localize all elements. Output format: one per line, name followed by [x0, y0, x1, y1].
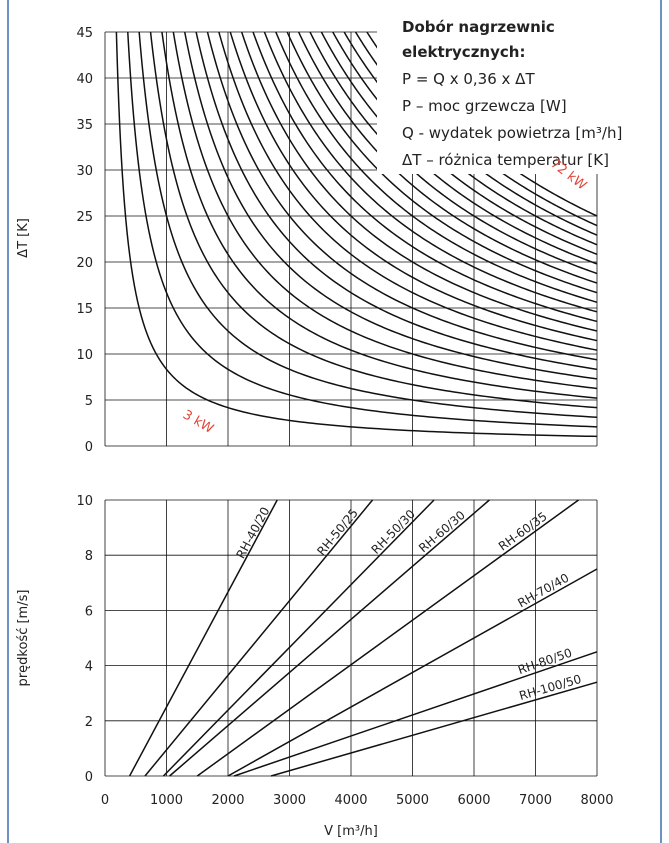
power-curve-48kw	[286, 32, 597, 294]
y-tick-label: 40	[76, 72, 93, 87]
series-label: RH-50/30	[369, 507, 418, 557]
legend-dt: ΔT – różnica temperatur [K]	[402, 151, 609, 169]
power-curve-39kw	[252, 32, 597, 323]
power-curve-24kw	[195, 32, 597, 371]
y-tick-label: 6	[85, 604, 93, 619]
x-tick-label: 4000	[334, 793, 367, 808]
velocity-line-rh-100-50	[270, 681, 598, 777]
x-tick-label: 7000	[519, 793, 552, 808]
y-tick-label: 0	[85, 770, 93, 785]
y-tick-label: 15	[76, 302, 93, 317]
power-curve-45kw	[275, 32, 597, 303]
x-tick-label: 2000	[211, 793, 244, 808]
x-tick-label: 8000	[580, 793, 613, 808]
power-curve-33kw	[229, 32, 597, 342]
power-curve-18kw	[172, 32, 597, 390]
y-tick-label: 45	[76, 26, 93, 41]
power-curve-15kw	[161, 32, 597, 399]
velocity-chart: 0 1000 2000 3000 4000 5000 6000 7000 8000 0 2 4 6 8 10…	[76, 494, 613, 808]
x-tick-label: 6000	[457, 793, 490, 808]
bottom-xlabel: V [m³/h]	[324, 824, 378, 839]
velocity-line-rh-60-35	[196, 499, 579, 777]
y-tick-label: 20	[76, 256, 93, 271]
velocity-line-rh-60-30	[169, 499, 490, 777]
x-tick-label: 0	[101, 793, 109, 808]
y-tick-label: 35	[76, 118, 93, 133]
velocity-line-rh-50-30	[162, 499, 435, 777]
velocity-line-rh-40-20	[128, 499, 278, 777]
legend-formula: P = Q x 0,36 x ΔT	[402, 70, 535, 88]
series-label: RH-50/25	[314, 506, 361, 558]
y-tick-label: 8	[85, 549, 93, 564]
y-tick-label: 0	[85, 440, 93, 455]
y-tick-label: 4	[85, 660, 93, 675]
x-tick-label: 1000	[150, 793, 183, 808]
legend-p: P – moc grzewcza [W]	[402, 97, 567, 115]
y-tick-label: 5	[85, 394, 93, 409]
y-tick-label: 30	[76, 164, 93, 179]
power-curve-9kw	[138, 32, 597, 418]
heating-power-chart: 0 5 10 15 20 25 30 35 40 45	[76, 26, 598, 455]
y-tick-label: 25	[76, 210, 93, 225]
series-label: RH-60/35	[496, 509, 550, 553]
power-curve-6kw	[127, 32, 597, 428]
y-tick-label: 10	[76, 348, 93, 363]
power-curve-12kw	[149, 32, 597, 409]
power-curve-21kw	[183, 32, 597, 380]
y-tick-label: 2	[85, 715, 93, 730]
power-curve-30kw	[218, 32, 597, 351]
power-curve-27kw	[206, 32, 597, 361]
x-tick-label: 3000	[273, 793, 306, 808]
legend-title-1: Dobór nagrzewnic	[402, 18, 555, 36]
y-tick-label: 10	[76, 494, 93, 509]
velocity-line-rh-80-50	[233, 651, 598, 777]
legend-title-2: elektrycznych:	[402, 43, 525, 61]
x-tick-label: 5000	[396, 793, 429, 808]
series-label: RH-70/40	[515, 571, 571, 611]
top-ylabel: ΔT [K]	[16, 218, 31, 258]
power-curve-3kw	[115, 32, 597, 438]
velocity-line-rh-70-40	[227, 568, 598, 777]
power-curve-42kw	[263, 32, 597, 313]
series-label: RH-80/50	[516, 646, 574, 677]
series-label: RH-100/50	[518, 672, 583, 703]
min-power-label: 3 kW	[180, 407, 216, 436]
bottom-ylabel: prędkość [m/s]	[16, 590, 31, 687]
legend-q: Q - wydatek powietrza [m³/h]	[402, 124, 622, 142]
legend-box	[377, 12, 659, 174]
series-label: RH-40/20	[234, 505, 273, 561]
series-label: RH-60/30	[416, 508, 468, 555]
velocity-line-rh-50-25	[144, 499, 374, 777]
power-curve-36kw	[240, 32, 597, 332]
